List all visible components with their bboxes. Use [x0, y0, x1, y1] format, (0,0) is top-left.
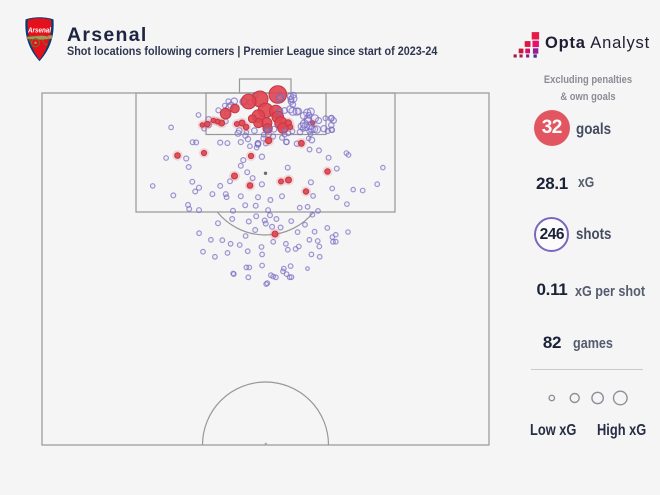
svg-text:Arsenal: Arsenal — [27, 26, 52, 35]
